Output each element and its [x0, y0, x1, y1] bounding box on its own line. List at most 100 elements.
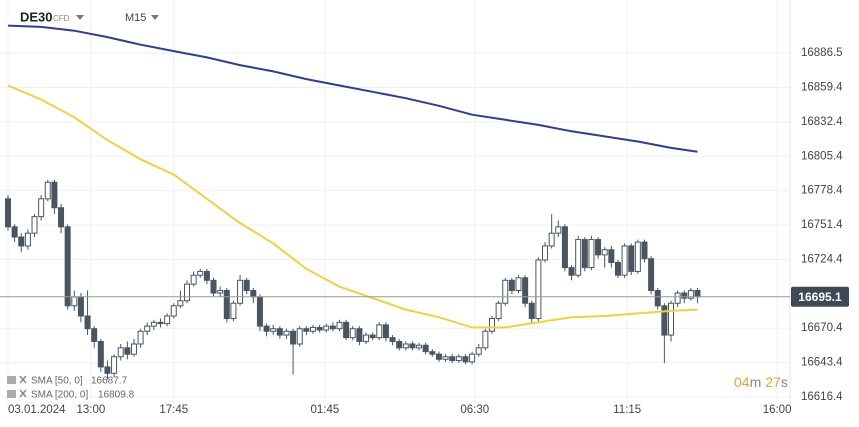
candle-body	[329, 325, 336, 330]
candle-body	[482, 330, 489, 349]
candle-body	[316, 326, 323, 331]
candle-body	[628, 245, 635, 272]
x-tick-label: 06:30	[460, 404, 489, 416]
symbol[interactable]: DE30	[20, 9, 53, 24]
countdown-seconds: 27	[765, 374, 781, 390]
candle-body	[170, 305, 177, 317]
legend-value: 16687.7	[91, 376, 128, 387]
candle-body	[561, 226, 568, 269]
candle-body	[164, 315, 171, 325]
candle-body	[111, 356, 118, 374]
candle-body	[687, 290, 694, 299]
candle-body	[190, 274, 197, 285]
legend-name: SMA [50, 0]	[31, 376, 83, 387]
candle-body	[522, 277, 529, 304]
candle-body	[217, 290, 224, 294]
candle-body	[270, 328, 277, 332]
candle-body	[528, 302, 535, 320]
candle-body	[641, 241, 648, 260]
plot	[0, 24, 790, 380]
countdown: 04m 27s	[734, 374, 788, 390]
x-tick-label: 16:00	[763, 404, 792, 416]
legend-name: SMA [200, 0]	[31, 390, 88, 401]
candle-body	[376, 324, 383, 339]
candle-body	[177, 300, 184, 307]
candle-body	[396, 340, 403, 349]
candle-body	[588, 239, 595, 269]
candle-body	[77, 296, 84, 317]
y-tick-label: 16724.4	[801, 253, 843, 265]
candle-body	[290, 330, 297, 345]
symbol-dropdown[interactable]	[76, 15, 84, 20]
candle-body	[97, 340, 104, 368]
interval[interactable]: M15	[125, 12, 146, 24]
candle-body	[296, 328, 303, 345]
candle-body	[648, 258, 655, 292]
y-tick-label: 16751.4	[801, 219, 843, 231]
candle-body	[515, 277, 522, 292]
candle-body	[11, 226, 18, 238]
candle-body	[475, 347, 482, 355]
candle-body	[402, 343, 409, 349]
y-tick-label: 16778.4	[801, 185, 843, 197]
candle-body	[309, 326, 316, 332]
candle-body	[137, 330, 144, 345]
candle-body	[542, 245, 549, 261]
candle-body	[197, 270, 204, 276]
candle-body	[18, 236, 25, 247]
candle-body	[184, 283, 191, 302]
candle-body	[31, 216, 38, 234]
candle-body	[250, 290, 257, 298]
candle-body	[449, 356, 456, 362]
x-tick-label: 01:45	[311, 404, 340, 416]
countdown-minutes: 04	[734, 374, 750, 390]
candle-body	[210, 279, 217, 294]
instrument: CFD	[53, 14, 70, 23]
candle-body	[363, 334, 370, 342]
legend-icons	[7, 375, 27, 398]
candle-body	[568, 267, 575, 276]
candle-body	[91, 328, 98, 342]
candle-body	[488, 318, 495, 332]
interval-dropdown[interactable]	[151, 15, 159, 20]
candle-body	[150, 321, 157, 327]
x-tick-label: 11:15	[613, 404, 641, 416]
candle-body	[104, 366, 111, 374]
candle-body	[389, 337, 396, 342]
candle-body	[548, 232, 555, 247]
candle-body	[462, 356, 469, 363]
y-tick-label: 16886.5	[801, 47, 843, 59]
candle-body	[429, 351, 436, 355]
candle-body	[38, 198, 45, 218]
candle-body	[5, 198, 11, 228]
candle-body	[349, 328, 356, 339]
candle-body	[237, 279, 244, 304]
candle-body	[223, 290, 230, 320]
candle-body	[44, 181, 51, 200]
candle-body	[668, 302, 674, 336]
candle-body	[24, 232, 31, 247]
sma-line	[7, 84, 698, 329]
candle-body	[555, 226, 562, 234]
candle-body	[435, 353, 442, 360]
candle-body	[694, 290, 701, 298]
candle-body	[621, 245, 628, 276]
candle-body	[469, 353, 476, 363]
candle-body	[422, 344, 429, 353]
candle-body	[581, 239, 588, 269]
candle-body	[323, 325, 330, 331]
candle-body	[681, 292, 688, 299]
candle-body	[117, 347, 124, 358]
candle-body	[409, 343, 416, 349]
y-tick-label: 16643.4	[801, 357, 843, 369]
candle-body	[144, 325, 151, 332]
candle-body	[256, 296, 263, 327]
candle-body	[416, 344, 423, 349]
legend-value: 16809.8	[98, 390, 135, 401]
countdown-unit: m	[750, 374, 762, 390]
candle-body	[608, 249, 615, 263]
candle-body	[356, 328, 363, 342]
x-tick-label: 03.01.2024	[8, 404, 66, 416]
